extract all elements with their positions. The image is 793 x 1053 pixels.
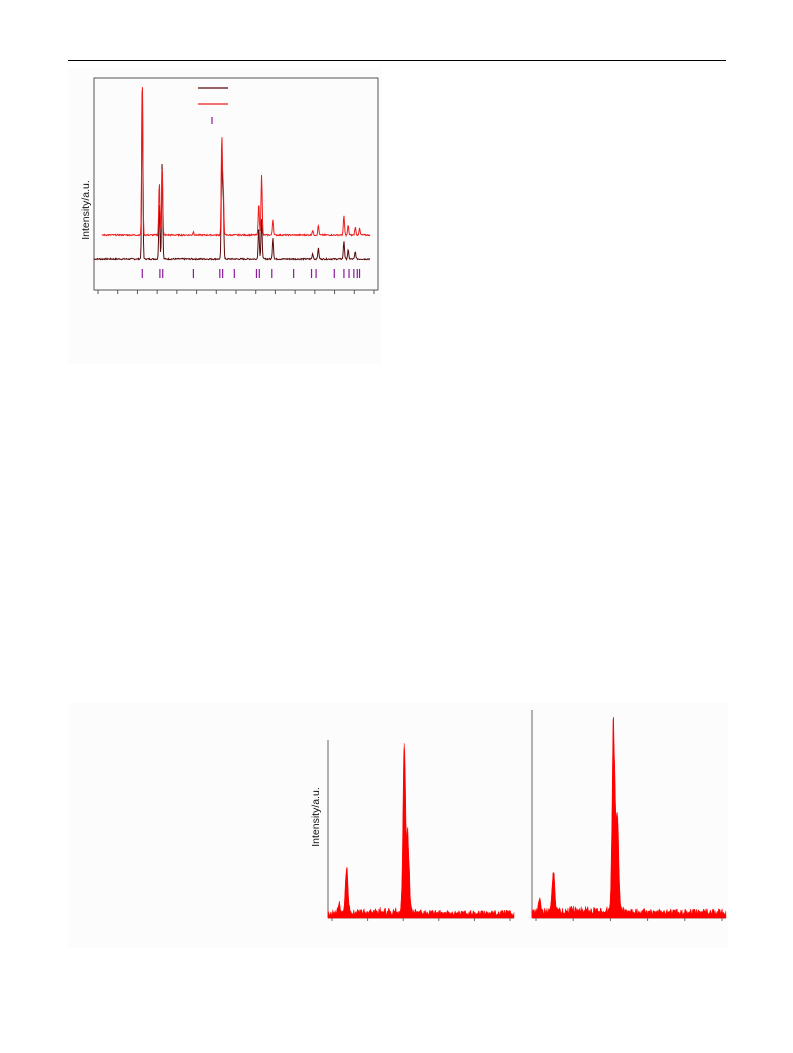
eds2-spectrum [531, 717, 727, 919]
xrd-trace-top [101, 87, 371, 238]
xrd-trace-bottom [93, 91, 371, 261]
eds-chart-2 [531, 710, 727, 921]
xrd-chart [93, 77, 379, 294]
eds-figure-2 [528, 705, 728, 935]
eds-chart-1 [327, 740, 515, 921]
eds1-spectrum [327, 743, 515, 919]
eds-ylabel: Intensity/a.u. [310, 787, 322, 847]
xrd-ylabel: Intensity/a.u. [80, 180, 92, 240]
eds-figure-1: Intensity/a.u. [300, 705, 522, 935]
page-header-rule [68, 60, 726, 61]
xrd-figure: Intensity/a.u. [68, 68, 382, 364]
